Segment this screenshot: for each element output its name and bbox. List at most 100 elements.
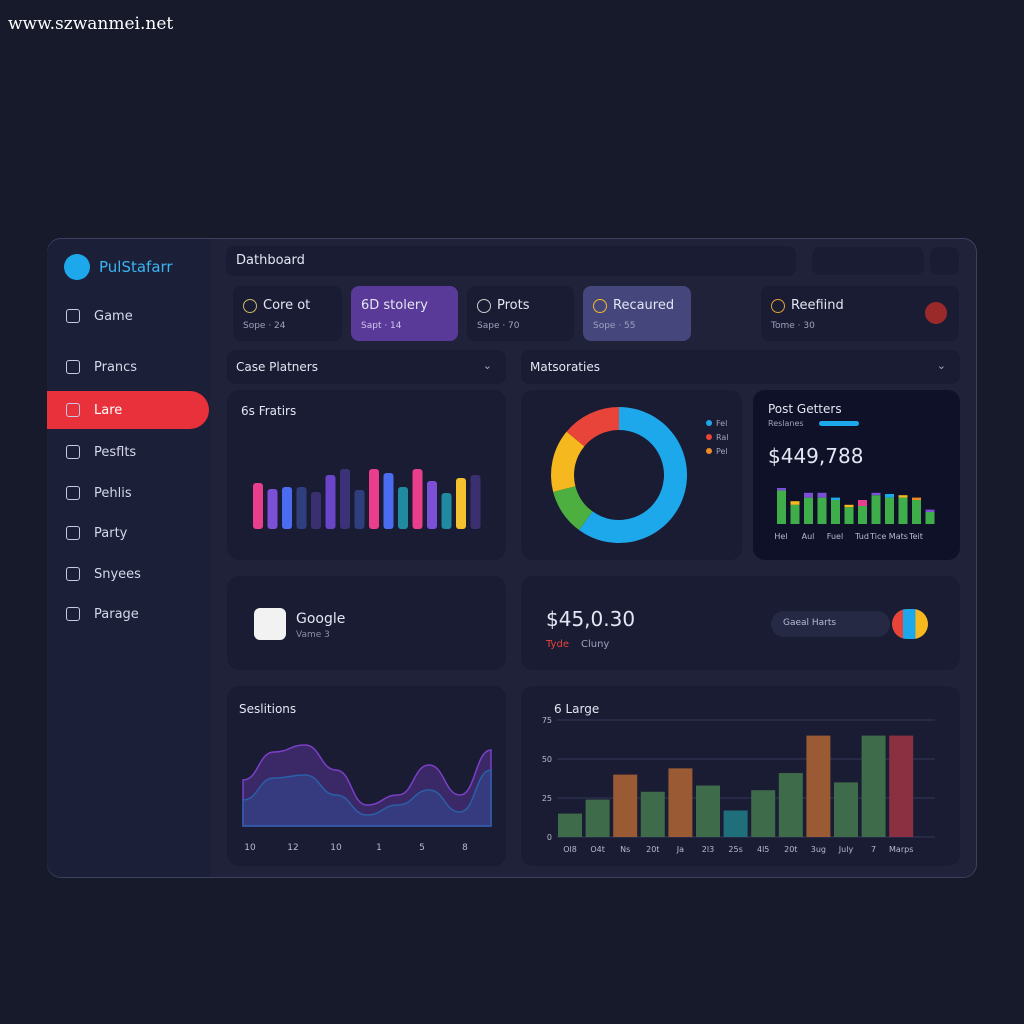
tab[interactable]: Reefiind Tome · 30 [761,286,959,341]
donut-segment [579,407,687,543]
card: Seslitions 10 12 10 1 5 8 [227,686,506,866]
pill[interactable]: Gaeal Harts [771,611,890,637]
tab[interactable]: 6D stolery Sapt · 14 [351,286,458,341]
nav-label: Game [94,308,133,324]
bar-top [777,488,786,491]
legend-label: Ral [716,433,729,442]
nav-label: Pesflts [94,444,137,460]
tab-sub: Sope · 24 [243,321,286,331]
card-title: 6 Large [554,702,600,716]
toolbar[interactable] [812,247,924,275]
x-tick-label: 1 [376,843,382,853]
tab-title: 6D stolery [361,298,428,313]
tab-title: Recaured [613,298,675,313]
nav-label: Snyees [94,566,141,582]
card-subtitle: Reslanes [768,419,804,428]
x-tick-label: 12 [287,843,298,853]
donut-segment [553,486,593,531]
area-chart: 10 12 10 1 5 8 [242,744,492,853]
bar [806,735,831,837]
legend-label: Pel [716,447,728,456]
dropdown[interactable]: Case Platners ⌄ [227,350,506,384]
x-tick-label: 25s [728,845,742,854]
brand: PulStafarr [99,258,173,276]
dropdown[interactable]: Matsoraties ⌄ [521,350,960,384]
x-tick-label: 20t [784,845,797,854]
sidebar [47,239,210,877]
bar [470,475,481,529]
nav-item[interactable]: Lare [47,391,209,429]
bar-top [885,494,894,498]
bar [925,512,935,524]
x-tick-label: July [838,845,854,854]
bar [325,475,336,529]
bar [831,500,840,524]
x-tick-label: Tice Mats [869,532,908,541]
y-tick-label: 75 [542,716,552,725]
nav-item[interactable]: Prancs [47,348,209,386]
card: 6 Large 0 25 50 75 Ol8 O4t Ns 20t Ja 2l3 25s 4l5 20t… [521,686,960,866]
nav-label: Parage [94,606,139,622]
bar-top [898,495,908,498]
nav-label: Party [94,525,128,541]
bar [585,799,610,837]
tab-sub: Sape · 70 [477,321,520,331]
tab[interactable]: Recaured Sope · 55 [583,286,691,341]
x-tick-label: Ns [620,845,630,854]
bar [696,785,720,837]
y-tick-label: 25 [542,794,552,803]
bar [790,504,800,524]
nav-item[interactable]: Pehlis [47,474,209,512]
tab-title: Reefiind [791,298,844,313]
nav-item[interactable]: Parage [47,595,209,633]
search-button[interactable] [930,247,959,275]
tab[interactable]: Core ot Sope · 24 [233,286,342,341]
bar [383,473,394,529]
x-tick-label: Ja [676,845,684,854]
bar [441,493,452,529]
card-title: Seslitions [239,702,297,716]
pill-icon [892,609,928,639]
bar [282,487,292,529]
area [242,769,492,827]
bar-top [871,492,881,496]
progress [819,421,859,426]
card: Fel Ral Pel [521,390,742,560]
bar-top [804,492,813,498]
nav-label: Pehlis [94,485,132,501]
nav-item[interactable]: Party [47,514,209,552]
bar-top [912,497,921,500]
amount-label: Tyde [546,639,569,650]
header-bar: Dathboard [226,246,796,276]
x-tick-label: 10 [244,843,256,853]
watermark: www.szwanmei.net [8,14,174,34]
donut-chart: Fel Ral Pel [551,407,729,543]
nav-item[interactable]: Pesflts [47,433,209,471]
bar [456,478,466,529]
x-tick-label: Marps [889,845,913,854]
donut-segment [551,431,585,492]
x-tick-label: 8 [462,843,468,853]
bar [369,469,379,529]
bar [412,469,423,529]
bar [834,782,858,837]
bar [340,469,350,529]
bar [804,497,813,524]
tab[interactable]: Prots Sape · 70 [467,286,574,341]
bar [885,497,894,524]
bar [253,483,263,529]
pill-label: Gaeal Harts [783,618,837,628]
logo [64,254,90,280]
legend-label: Fel [716,419,727,428]
tab-sub: Tome · 30 [771,321,815,331]
bar-top [817,492,827,498]
nav-item[interactable]: Game [47,297,209,335]
x-tick-label: Ol8 [563,845,577,854]
nav-item[interactable]: Snyees [47,555,209,593]
bar-chart [253,469,481,529]
bar [871,495,881,524]
profile-sub: Vame 3 [296,630,330,640]
tab-badge [925,302,947,324]
x-tick-label: 5 [419,843,425,853]
card-title: Post Getters [768,402,842,416]
